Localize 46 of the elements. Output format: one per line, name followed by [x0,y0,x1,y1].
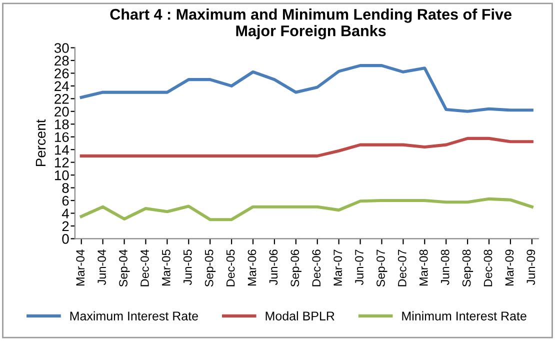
x-tick-label: Dec-04 [140,249,149,286]
y-tick-label: 24 [54,81,69,91]
x-tick-label: Jun-09 [526,250,536,286]
x-tick-label: Jun-07 [355,250,364,286]
x-tick-label: Jun-04 [98,249,106,286]
y-tick-label: 0 [62,234,69,244]
x-tick-label: Mar-05 [162,250,170,286]
y-tick-label: 10 [54,170,69,180]
legend-label: Modal BPLR [266,311,334,320]
y-tick-label: 26 [54,68,69,78]
x-tick-label: Jun-08 [440,250,450,286]
y-tick-label: 14 [54,145,69,155]
x-tick-label: Mar-07 [334,250,342,286]
x-tick-label: Sep-08 [462,250,474,287]
y-tick-label: 16 [54,132,69,142]
line-series [80,136,534,158]
y-tick-label: 30 [54,43,69,53]
y-tick-label: 12 [54,158,69,168]
y-tick-label: 4 [62,208,69,218]
y-tick-label: 28 [54,56,69,66]
line-series [80,197,534,222]
x-tick-label: Mar-09 [505,250,514,286]
x-tick-label: Sep-05 [204,250,216,287]
x-tick-label: Dec-08 [484,250,492,286]
x-tick-label: Mar-04 [76,249,85,286]
x-tick-label: Dec-07 [398,250,406,286]
x-tick-label: Dec-05 [226,250,235,286]
y-tick-label: 20 [54,106,69,117]
y-tick-label: 2 [62,221,69,231]
y-axis-title: Percent [36,119,46,166]
x-tick-label: Dec-06 [312,250,321,286]
line-series [80,64,534,113]
x-tick-label: Mar-06 [248,250,256,286]
y-tick-label: 22 [54,94,69,104]
x-tick-label: Sep-04 [119,249,130,287]
y-tick-label: 18 [54,119,69,130]
legend-label: Minimum Interest Rate [402,311,526,320]
legend-label: Maximum Interest Rate [70,311,198,320]
x-tick-label: Sep-07 [376,250,388,287]
chart-title: Chart 4 : Maximum and Minimum Lending Rates of Five Major Foreign Banks [110,8,512,40]
x-tick-label: Jun-05 [183,250,192,286]
x-tick-label: Jun-06 [269,250,278,286]
x-tick-label: Mar-08 [419,250,428,286]
x-tick-label: Sep-06 [290,250,302,287]
y-tick-label: 8 [62,183,69,193]
y-tick-label: 6 [62,196,69,206]
